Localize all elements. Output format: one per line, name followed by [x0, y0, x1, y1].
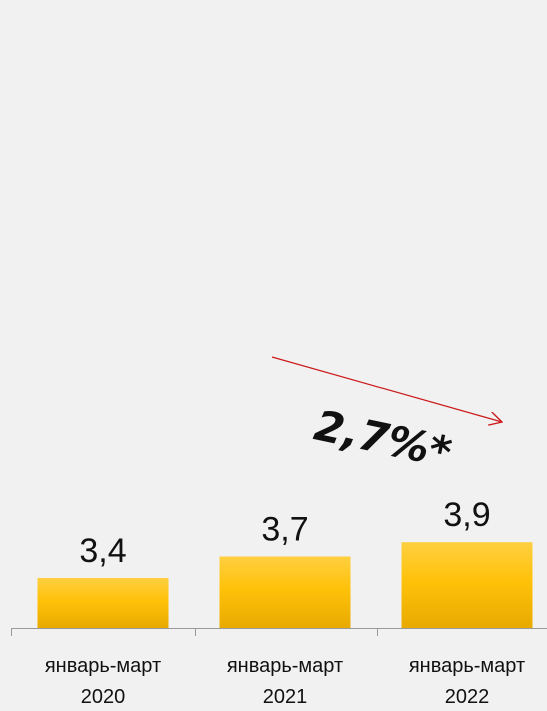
data-label-1: 3,7: [261, 511, 308, 549]
x-tick-label-2-line-0: январь-март: [409, 655, 525, 677]
x-axis: [11, 628, 547, 636]
data-label-0: 3,4: [79, 532, 126, 570]
bar-0: [37, 577, 169, 628]
bar-1: [219, 556, 351, 628]
x-tick-label-0-line-0: январь-март: [45, 655, 161, 677]
bars-layer: [37, 542, 533, 628]
x-tick-label-1-line-1: 2021: [263, 686, 308, 708]
x-tick-label-1-line-0: январь-март: [227, 655, 343, 677]
x-tick-label-2-line-1: 2022: [445, 686, 490, 708]
x-tick-label-0-line-1: 2020: [81, 686, 126, 708]
trend-arrow: [271, 356, 502, 422]
data-labels: 3,4 3,7 3,9: [79, 496, 490, 570]
growth-annotation: 2,7%*: [310, 400, 456, 477]
x-tick-labels: январь-март 2020 январь-март 2021 январь-мар…: [45, 655, 525, 708]
data-label-2: 3,9: [443, 496, 490, 534]
bar-2: [401, 542, 533, 628]
